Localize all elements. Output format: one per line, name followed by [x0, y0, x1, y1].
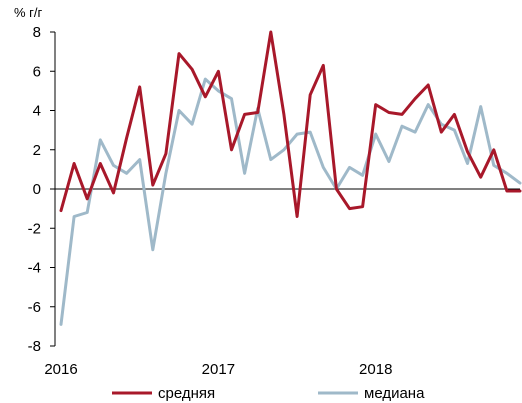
y-tick-label: -6: [28, 299, 41, 316]
legend-label: медиана: [364, 385, 425, 402]
x-tick-label: 2016: [44, 361, 77, 378]
series-line-srednyaya: [59, 30, 522, 218]
y-axis-ticks: 8 6 4 2 0 -2 -4 -6 -8: [28, 24, 55, 355]
x-axis-ticks: 2016 2017 2018: [44, 361, 392, 378]
legend: средняя медиана: [112, 385, 425, 402]
y-tick-label: 6: [33, 63, 41, 80]
y-tick-label: 2: [33, 142, 41, 159]
y-tick-label: 0: [33, 181, 41, 198]
series-line-mediana: [59, 77, 522, 326]
x-tick-label: 2018: [359, 361, 392, 378]
y-tick-label: -4: [28, 260, 41, 277]
y-tick-label: 8: [33, 24, 41, 41]
series-lines: [59, 30, 522, 326]
unit-label: % г/г: [14, 5, 43, 20]
legend-label: средняя: [158, 385, 215, 402]
x-tick-label: 2017: [202, 361, 235, 378]
y-tick-label: -8: [28, 338, 41, 355]
y-tick-label: -2: [28, 220, 41, 237]
y-tick-label: 4: [33, 103, 41, 120]
